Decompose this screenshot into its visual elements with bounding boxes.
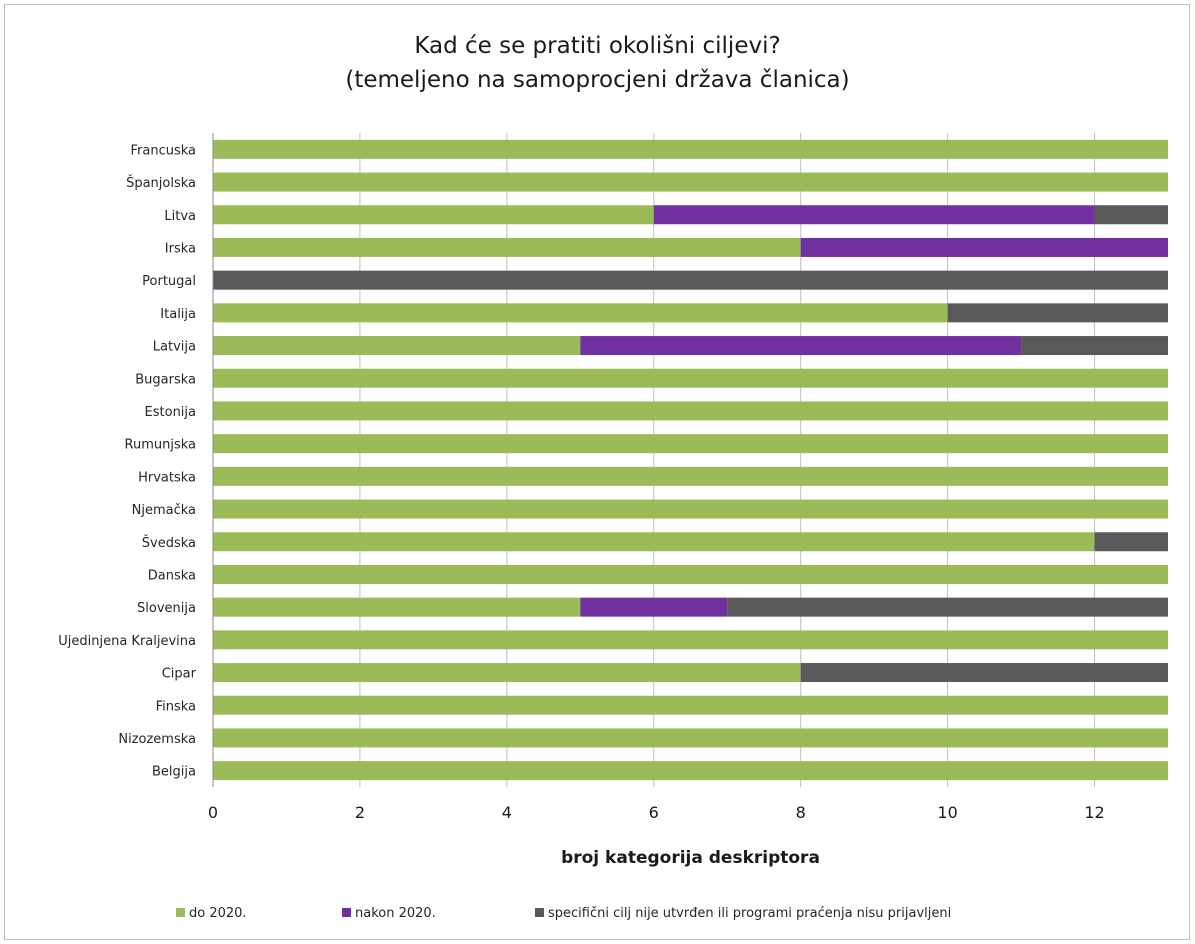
y-tick-label: Nizozemska [118,732,196,747]
y-tick-label: Slovenija [137,601,196,616]
x-tick-label: 4 [502,803,512,822]
bar-segment [800,237,1168,257]
x-tick-label: 12 [1084,803,1104,822]
legend-swatch-gray [535,908,544,917]
bar-segment [213,139,1168,159]
x-tick-label: 6 [649,803,659,822]
x-tick-label: 8 [796,803,806,822]
legend-swatch-purple [342,908,351,917]
bar-segment [213,336,581,356]
bar-segment [213,466,1168,486]
bar-segment [1094,205,1168,225]
y-tick-label: Rumunjska [125,438,196,453]
y-tick-label: Portugal [142,274,196,289]
bar-segment [213,761,1168,781]
bar-segment [213,172,1168,192]
bar-segment [213,564,1168,584]
bar-segment [580,336,1022,356]
y-tick-label: Estonija [145,405,196,420]
x-tick-label: 2 [355,803,365,822]
y-tick-label: Latvija [153,340,196,355]
y-tick-label: Španjolska [126,175,196,191]
bar-segment [213,205,654,225]
y-tick-label: Danska [148,568,196,583]
legend-swatch-green [176,908,185,917]
legend-label-nakon-2020: nakon 2020. [355,906,436,921]
y-tick-label: Finska [156,699,196,714]
bar-segment [213,597,581,617]
y-tick-label: Litva [164,209,196,224]
bar-segment [213,303,948,323]
y-tick-label: Italija [160,307,196,322]
y-tick-label: Hrvatska [138,470,196,485]
legend-item-nakon-2020: nakon 2020. [342,906,436,926]
bar-segment [213,728,1168,748]
bar-segment [213,695,1168,715]
legend-label-do-2020: do 2020. [189,906,247,921]
bar-segment [800,663,1168,683]
chart-title-line1: Kad će se pratiti okolišni ciljevi? [414,33,781,59]
bar-segment [947,303,1168,323]
y-tick-label: Francuska [130,143,196,158]
y-tick-label: Irska [165,241,196,256]
bar-segment [1094,532,1168,552]
bar-segment [213,499,1168,519]
y-tick-label: Ujedinjena Kraljevina [58,634,196,649]
bar-segment [213,270,1168,290]
y-tick-label: Belgija [152,765,196,780]
legend-item-do-2020: do 2020. [176,906,247,926]
x-tick-label: 0 [208,803,218,822]
bar-segment [213,237,801,257]
legend-item-no-target: specifični cilj nije utvrđen ili program… [535,906,951,926]
bar-segment [1021,336,1168,356]
bar-segment [213,532,1095,552]
bar-segment [653,205,1095,225]
bar-segment [213,401,1168,421]
bar-segment [580,597,728,617]
y-tick-label: Bugarska [135,372,196,387]
chart-title-line2: (temeljeno na samoprocjeni država članic… [345,67,850,93]
bar-segment [213,630,1168,650]
y-tick-label: Cipar [162,667,197,682]
x-axis-title: broj kategorija deskriptora [561,848,820,868]
y-tick-label: Njemačka [132,503,196,518]
bar-segment [727,597,1168,617]
bar-segment [213,434,1168,454]
y-tick-label: Švedska [142,535,196,551]
bar-segment [213,368,1168,388]
x-tick-label: 10 [937,803,957,822]
legend-label-no-target: specifični cilj nije utvrđen ili program… [548,906,952,921]
bar-segment [213,663,801,683]
